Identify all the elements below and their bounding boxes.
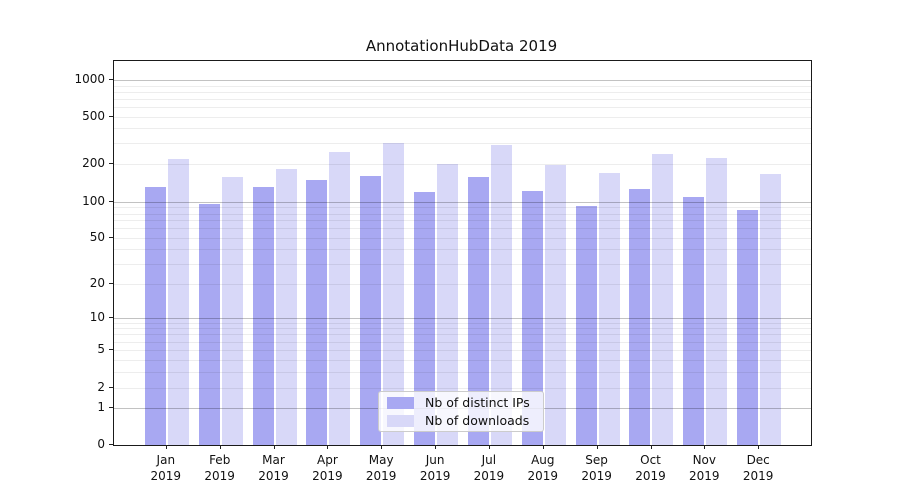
y-tick-label: 1 [97,400,105,415]
y-tick-label: 10 [89,309,105,324]
legend-item-downloads: Nb of downloads [387,413,535,428]
x-tick-label-jun: Jun 2019 [419,453,451,483]
gridline-minor [114,143,811,145]
bar-downloads-nov [706,157,728,445]
bar-distinct-ips-dec [737,210,759,445]
x-tick-label-sep: Sep 2019 [581,453,612,483]
x-tick-label-feb: Feb 2019 [204,453,235,483]
y-tick-mark [109,201,113,202]
y-tick-label: 200 [82,156,105,171]
x-tick-label-nov: Nov 2019 [689,453,720,483]
bar-downloads-feb [221,177,243,445]
bar-downloads-jul [490,145,512,445]
x-tick-label-dec: Dec 2019 [742,453,774,483]
bar-downloads-jan [167,159,189,445]
bar-distinct-ips-feb [198,203,220,445]
x-tick-mark [704,445,706,449]
x-tick-mark [435,445,437,449]
y-tick-label: 50 [89,229,105,244]
bar-downloads-sep [598,173,620,445]
plot-area [113,60,812,446]
bar-distinct-ips-jul [467,177,489,445]
gridline-minor [114,128,811,130]
gridline-minor [114,116,811,118]
x-tick-mark [488,445,490,449]
x-tick-mark [650,445,652,449]
bar-distinct-ips-apr [306,179,328,445]
gridline-minor [114,98,811,100]
y-tick-label: 500 [82,108,105,123]
legend-item-distinct-ips: Nb of distinct IPs [387,395,535,410]
y-tick-mark [109,236,113,238]
legend-swatch-distinct-ips [387,396,414,409]
y-tick-label: 20 [89,275,105,290]
y-tick-mark [109,115,113,117]
legend-label-distinct-ips: Nb of distinct IPs [425,395,530,410]
x-tick-label-mar: Mar 2019 [258,453,289,483]
bar-distinct-ips-mar [252,187,274,445]
bar-distinct-ips-jan [144,187,166,445]
x-tick-label-aug: Aug 2019 [527,453,559,483]
y-tick-mark [109,407,113,409]
bar-distinct-ips-aug [521,190,543,445]
x-tick-label-jan: Jan 2019 [150,453,182,483]
x-tick-label-may: May 2019 [365,453,397,483]
gridline-minor [114,85,811,87]
x-tick-mark [273,445,275,449]
gridline-minor [114,91,811,93]
bar-downloads-dec [760,173,782,445]
y-tick-mark [109,316,113,318]
bar-distinct-ips-oct [629,189,651,445]
y-tick-mark [109,349,113,351]
x-tick-label-jul: Jul 2019 [473,453,505,483]
bar-downloads-oct [652,154,674,445]
bar-distinct-ips-may [360,176,382,445]
x-tick-label-apr: Apr 2019 [312,453,343,483]
chart-title: AnnotationHubData 2019 [365,37,558,55]
bar-downloads-apr [329,151,351,445]
y-tick-mark [109,79,113,80]
x-tick-mark [596,445,598,449]
bar-distinct-ips-jun [414,191,436,445]
y-tick-label: 100 [82,194,105,208]
bar-distinct-ips-sep [575,206,597,445]
legend-swatch-downloads [387,414,414,427]
y-tick-label: 0 [97,437,105,451]
y-tick-mark [109,163,113,165]
gridline-major [114,80,811,81]
y-tick-mark [109,283,113,284]
legend: Nb of distinct IPs Nb of downloads [378,391,544,432]
x-tick-mark [758,445,760,449]
x-tick-label-oct: Oct 2019 [635,453,666,483]
x-tick-mark [542,445,544,449]
x-tick-mark [381,445,383,449]
gridline-minor [114,107,811,109]
bar-downloads-may [383,143,405,445]
y-tick-label: 2 [97,380,105,395]
x-tick-mark [165,445,167,449]
bar-downloads-mar [275,168,297,445]
y-tick-label: 1000 [74,72,105,86]
bar-downloads-aug [544,165,566,445]
x-tick-mark [327,445,329,449]
bar-downloads-jun [437,164,459,445]
legend-label-downloads: Nb of downloads [425,413,530,428]
y-tick-label: 5 [97,342,105,357]
x-tick-mark [219,445,221,449]
y-tick-mark [109,387,113,389]
y-tick-mark [109,444,113,445]
bar-distinct-ips-nov [683,196,705,445]
